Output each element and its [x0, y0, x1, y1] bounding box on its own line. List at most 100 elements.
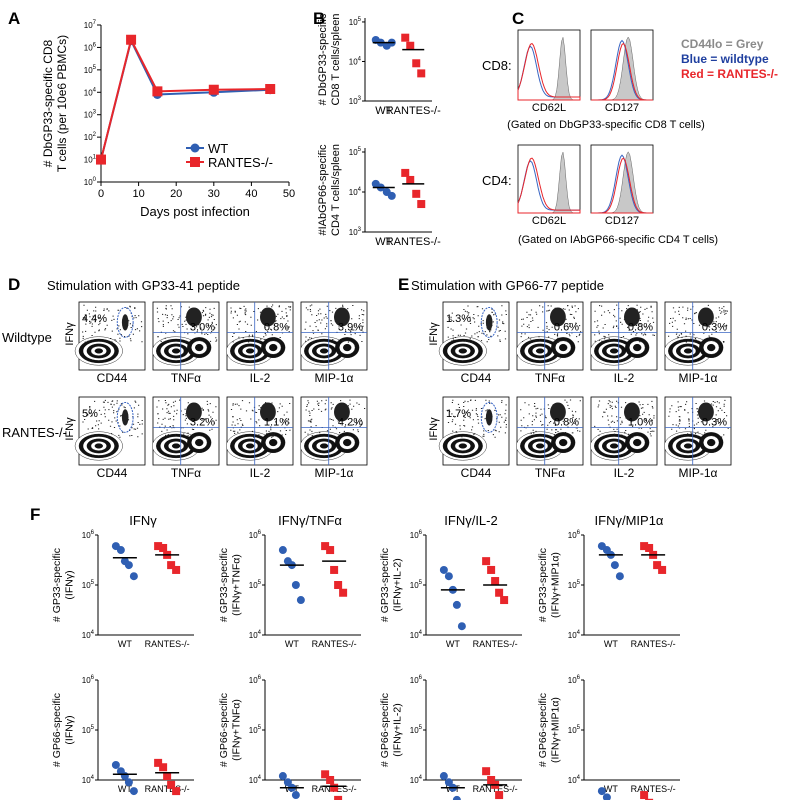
flow-contour	[683, 443, 693, 449]
category-label: WT	[118, 784, 132, 794]
flow-gate-oval	[116, 401, 134, 433]
panel-a-line-chart: 0 10 20 30 40 50 100 101 102 103 104 105 106 107 Days …	[41, 20, 295, 219]
data-point-wt	[278, 772, 287, 781]
series-line-RANTES-/-	[100, 36, 271, 160]
data-point-rantes	[658, 565, 667, 574]
data-point-rantes	[401, 33, 410, 42]
data-point-rantes	[417, 200, 426, 209]
data-point-rantes	[172, 565, 181, 574]
axis-label-a-y: # DbGP33-specific CD8	[41, 39, 55, 167]
row-label-cd8: CD8:	[482, 58, 512, 73]
category-label: WT	[604, 784, 618, 794]
flow-percent: 3.9%	[338, 322, 363, 334]
data-point-wt	[291, 791, 300, 800]
category-label: WT	[285, 639, 299, 649]
tick-label-a-y: 105	[84, 65, 97, 75]
category-label: RANTES-/-	[145, 639, 190, 649]
flow-contour	[94, 443, 103, 449]
data-point-wt	[129, 572, 138, 581]
legend-label-c: CD44lo = Grey	[681, 37, 764, 51]
tick-label-y: 105	[349, 147, 362, 157]
panel-letter-a: A	[8, 9, 20, 28]
flow-contour	[343, 438, 352, 447]
data-point-rantes	[163, 772, 172, 781]
flow-contour	[245, 348, 255, 354]
tick-label-y: 106	[249, 530, 262, 540]
data-point-rantes	[265, 84, 276, 95]
data-point-rantes	[653, 561, 662, 570]
flow-gate-oval	[116, 306, 134, 338]
tick-label-y: 106	[249, 675, 262, 685]
flow-positive-population	[186, 402, 202, 422]
axis-label-ifng: IFNγ	[64, 322, 76, 346]
axis-label-y: # DbGP33-specific	[317, 13, 329, 105]
data-point-rantes	[167, 561, 176, 570]
flow-percent: 0.3%	[702, 417, 727, 429]
axis-label-a-x: Days post infection	[140, 204, 250, 219]
tick-label-a-y: 107	[84, 20, 97, 30]
tick-label-y: 105	[249, 725, 262, 735]
data-point-rantes	[326, 776, 335, 784]
flow-positive-population	[334, 307, 350, 327]
tick-label-y: 104	[82, 775, 95, 785]
flow-positive-population	[698, 402, 714, 422]
category-label: RANTES-/-	[145, 784, 190, 794]
axis-label-y: CD8 T cells/spleen	[330, 14, 342, 106]
legend-label: RANTES-/-	[208, 155, 273, 170]
axis-label-y: # GP66-specific	[537, 693, 549, 767]
flow-percent: 4.4%	[82, 313, 107, 325]
axis-label-ifng: IFNγ	[428, 417, 440, 441]
category-label: RANTES-/-	[312, 639, 357, 649]
flow-contour	[171, 443, 181, 449]
data-point-wt	[457, 622, 466, 631]
data-point-rantes	[500, 596, 509, 605]
flow-percent: 0.3%	[702, 322, 727, 334]
axis-label-marker: CD44	[461, 371, 492, 385]
flow-percent: 0.8%	[554, 417, 579, 429]
flow-contour	[195, 438, 204, 447]
tick-label-y: 106	[568, 675, 581, 685]
flow-positive-population	[485, 409, 493, 426]
tick-label-a-y: 103	[84, 110, 97, 120]
data-point-wt	[615, 572, 624, 581]
category-label: WT	[446, 639, 460, 649]
tick-label-y: 105	[410, 580, 423, 590]
tick-label-y: 104	[568, 630, 581, 640]
row-label: Wildtype	[2, 330, 52, 345]
axis-label-marker: MIP-1α	[679, 371, 718, 385]
gate-label-cd4: (Gated on IAbGP66-specific CD4 T cells)	[518, 234, 718, 246]
data-point-rantes	[208, 84, 219, 95]
histogram-rantes-red	[591, 157, 653, 214]
category-label: RANTES-/-	[386, 236, 441, 248]
histogram-rantes-red	[517, 42, 581, 101]
flow-percent: 5%	[82, 408, 98, 420]
tick-label-a-y: 104	[84, 87, 97, 97]
data-point-rantes	[96, 154, 106, 165]
panel-letter-f: F	[30, 505, 40, 524]
tick-label-y: 104	[410, 775, 423, 785]
axis-label-marker: IL-2	[614, 371, 635, 385]
flow-contour	[319, 348, 329, 354]
data-point-wt	[129, 787, 138, 796]
flow-positive-population	[121, 409, 129, 426]
flow-positive-population	[485, 314, 493, 331]
histogram-marker-label: CD62L	[532, 102, 566, 114]
data-point-wt	[124, 561, 133, 570]
tick-label-y: 105	[568, 580, 581, 590]
data-point-rantes	[640, 542, 649, 551]
tick-label-a-x: 20	[170, 188, 182, 200]
tick-label-y: 106	[410, 530, 423, 540]
axis-label-marker: CD44	[97, 466, 128, 480]
data-point-rantes	[334, 581, 343, 589]
tick-label-y: 106	[410, 675, 423, 685]
flow-contour	[707, 343, 716, 352]
axis-label-y: # GP33-specific	[379, 548, 391, 622]
tick-label-y: 105	[410, 725, 423, 735]
data-point-rantes	[417, 69, 426, 78]
category-label: RANTES-/-	[473, 639, 518, 649]
row-label-cd4: CD4:	[482, 173, 512, 188]
flow-percent: 1.1%	[264, 417, 289, 429]
panel-c-histograms: CD62L CD127 CD62L CD127 CD8: CD4: (Gated on Db…	[482, 29, 778, 246]
data-point-wt	[124, 778, 133, 787]
axis-label-marker: CD44	[461, 466, 492, 480]
